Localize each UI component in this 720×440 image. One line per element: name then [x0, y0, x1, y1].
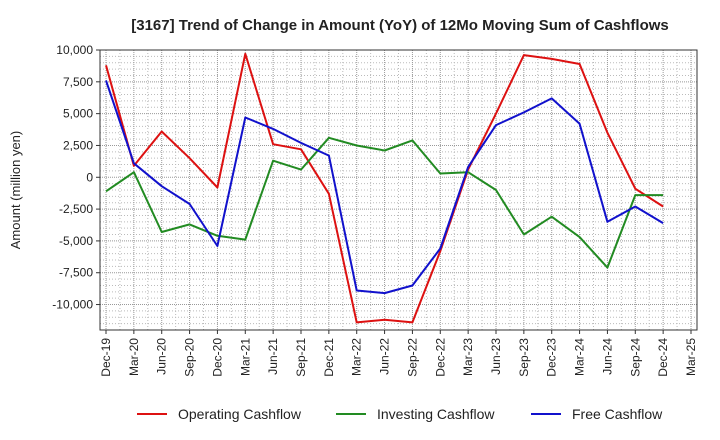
x-tick-label: Dec-24: [656, 338, 670, 377]
x-tick-label: Sep-21: [294, 338, 308, 377]
y-tick-label: -10,000: [52, 298, 93, 312]
legend-label: Free Cashflow: [572, 406, 663, 422]
x-tick-label: Jun-20: [155, 338, 169, 375]
x-tick-label: Mar-21: [238, 338, 252, 376]
x-tick-label: Sep-23: [517, 338, 531, 377]
series-line-operating-cashflow: [105, 52, 664, 324]
x-tick-label: Mar-20: [127, 338, 141, 376]
x-tick-label: Jun-24: [600, 338, 614, 375]
chart-title: [3167] Trend of Change in Amount (YoY) o…: [131, 17, 669, 34]
y-axis-ticks: 10,000 7,500 5,000 2,500 0 -2,500 -5,000 -7,500…: [52, 43, 100, 312]
y-axis-label: Amount (million yen): [8, 131, 23, 250]
legend-label: Operating Cashflow: [178, 406, 302, 422]
series-line-free-cashflow: [105, 80, 664, 295]
x-tick-label: Mar-22: [350, 338, 364, 376]
x-tick-label: Sep-20: [183, 338, 197, 377]
x-tick-label: Jun-22: [378, 338, 392, 375]
x-tick-label: Sep-22: [405, 338, 419, 377]
x-axis-ticks: Dec-19 Mar-20 Jun-20 Sep-20 Dec-20 Mar-21 Jun-…: [99, 330, 698, 377]
x-tick-label: Mar-25: [684, 338, 698, 376]
grid-lines: [100, 49, 697, 331]
x-tick-label: Jun-23: [489, 338, 503, 375]
legend-label: Investing Cashflow: [377, 406, 495, 422]
x-tick-label: Mar-24: [573, 338, 587, 376]
y-tick-label: -5,000: [59, 234, 93, 248]
series-line-investing-cashflow: [105, 136, 664, 269]
x-tick-label: Dec-20: [210, 338, 224, 377]
x-tick-label: Jun-21: [266, 338, 280, 375]
series-lines: [105, 52, 664, 324]
x-tick-label: Dec-21: [322, 338, 336, 377]
plot-frame: [99, 49, 698, 331]
x-tick-label: Dec-23: [545, 338, 559, 377]
x-tick-label: Dec-22: [433, 338, 447, 377]
y-tick-label: 7,500: [63, 75, 93, 89]
x-tick-label: Mar-23: [461, 338, 475, 376]
y-tick-label: 5,000: [63, 107, 93, 121]
y-tick-label: 10,000: [56, 43, 93, 57]
x-tick-label: Sep-24: [628, 338, 642, 377]
x-tick-label: Dec-19: [99, 338, 113, 377]
y-tick-label: 2,500: [63, 138, 93, 152]
y-tick-label: -2,500: [59, 202, 93, 216]
y-tick-label: 0: [86, 170, 93, 184]
legend: Operating Cashflow Investing Cashflow Free…: [137, 406, 663, 422]
y-tick-label: -7,500: [59, 266, 93, 280]
